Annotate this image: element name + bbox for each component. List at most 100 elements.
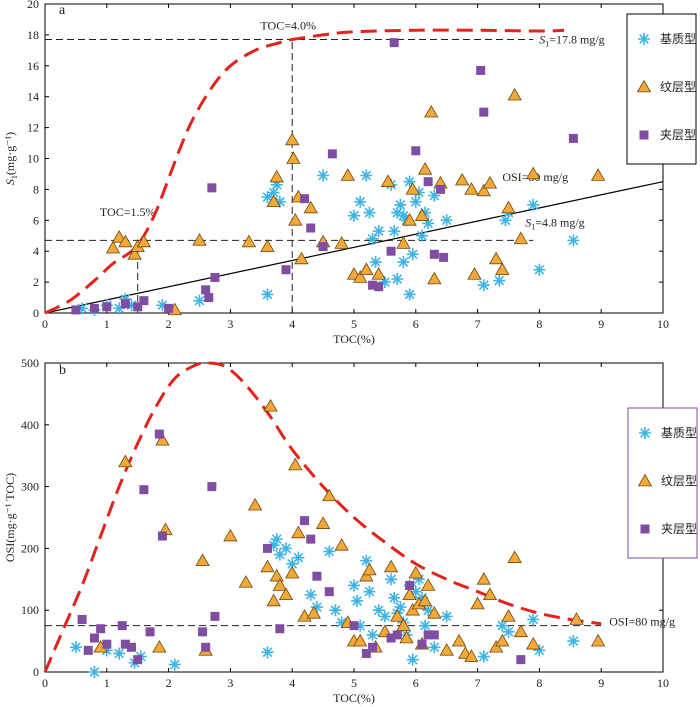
data-point-asterisk xyxy=(317,169,330,182)
data-point-asterisk xyxy=(391,273,404,286)
data-point-square xyxy=(368,642,378,652)
data-point-triangle xyxy=(136,234,152,248)
data-point-square xyxy=(429,249,439,259)
data-point-asterisk xyxy=(366,232,379,245)
data-point-square xyxy=(374,282,384,292)
data-point-asterisk xyxy=(270,178,283,191)
data-point-asterisk xyxy=(261,646,274,659)
data-point-asterisk xyxy=(329,604,342,617)
data-point-triangle xyxy=(526,636,541,650)
data-point-asterisk xyxy=(391,206,404,219)
data-point-asterisk xyxy=(496,619,509,632)
data-point-triangle xyxy=(488,251,504,265)
data-point-asterisk xyxy=(270,533,283,546)
data-point-square xyxy=(423,630,433,640)
x-tick-label: 2 xyxy=(166,317,172,331)
data-point-triangle xyxy=(260,559,275,573)
data-point-triangle xyxy=(405,182,420,195)
data-point-triangle xyxy=(238,575,254,588)
data-point-triangle xyxy=(396,618,411,631)
data-point-asterisk xyxy=(372,604,385,617)
y-tick-label: 4 xyxy=(33,244,39,258)
data-point-square xyxy=(133,655,143,665)
data-point-square xyxy=(120,299,130,309)
data-point-triangle xyxy=(495,262,510,276)
data-point-triangle xyxy=(507,550,522,563)
data-point-square xyxy=(405,580,415,590)
data-point-asterisk xyxy=(527,613,540,626)
envelope-curve xyxy=(43,361,602,673)
x-tick-label: 0 xyxy=(42,317,48,331)
x-tick-label: 7 xyxy=(475,676,481,690)
data-point-square xyxy=(386,246,396,256)
reference-line-label: OSI=80 mg/g xyxy=(609,615,675,629)
data-point-asterisk xyxy=(567,234,580,247)
data-point-square xyxy=(139,485,149,495)
panel-label: b xyxy=(59,363,66,378)
data-point-asterisk xyxy=(280,542,293,555)
data-point-triangle xyxy=(408,565,423,579)
data-point-square xyxy=(368,280,378,290)
data-point-asterisk xyxy=(261,191,274,204)
data-point-asterisk xyxy=(354,195,367,208)
data-point-triangle xyxy=(152,639,167,653)
y-tick-label: 300 xyxy=(21,480,39,494)
data-point-asterisk xyxy=(385,573,398,586)
legend-marker-square xyxy=(640,524,650,534)
data-point-asterisk xyxy=(351,594,364,607)
legend-label: 夹层型 xyxy=(660,128,696,142)
data-point-triangle xyxy=(334,538,349,551)
data-point-triangle xyxy=(501,609,516,622)
data-point-square xyxy=(83,645,93,655)
data-point-triangle xyxy=(118,454,133,468)
x-tick-label: 9 xyxy=(598,317,604,331)
data-point-asterisk xyxy=(419,206,432,219)
data-point-triangle xyxy=(513,624,529,638)
data-point-asterisk xyxy=(348,579,360,592)
data-point-triangle xyxy=(590,168,606,181)
data-point-asterisk xyxy=(273,548,286,561)
y-tick-label: 500 xyxy=(21,356,39,370)
y-tick-label: 200 xyxy=(21,541,39,555)
data-point-asterisk xyxy=(502,625,515,638)
data-point-square xyxy=(318,242,328,252)
data-point-asterisk xyxy=(415,229,428,242)
data-point-asterisk xyxy=(369,256,382,269)
data-point-triangle xyxy=(396,236,411,249)
y-tick-label: 6 xyxy=(33,213,39,227)
data-point-square xyxy=(207,183,217,193)
y-tick-label: 0 xyxy=(33,306,39,320)
data-point-triangle xyxy=(291,525,306,539)
data-point-triangle xyxy=(501,200,516,214)
data-point-asterisk xyxy=(493,274,506,287)
data-point-asterisk xyxy=(378,610,391,623)
data-point-triangle xyxy=(526,166,541,180)
data-point-asterisk xyxy=(403,175,416,188)
y-tick-label: 12 xyxy=(27,121,39,135)
data-point-triangle xyxy=(288,457,303,471)
data-point-triangle xyxy=(513,231,529,245)
data-point-triangle xyxy=(427,271,442,285)
data-point-square xyxy=(306,534,316,544)
data-point-asterisk xyxy=(113,647,126,660)
data-point-square xyxy=(300,194,310,204)
data-point-asterisk xyxy=(360,554,373,567)
legend-label: 纹层型 xyxy=(661,474,697,488)
data-point-square xyxy=(127,642,137,652)
data-point-triangle xyxy=(241,234,257,248)
legend-label: 基质型 xyxy=(661,426,697,440)
data-point-square xyxy=(164,303,174,313)
data-point-asterisk xyxy=(412,186,425,199)
series-square xyxy=(71,38,578,315)
legend-label: 夹层型 xyxy=(661,522,697,536)
data-point-triangle xyxy=(334,236,349,249)
data-point-triangle xyxy=(285,132,300,146)
data-point-asterisk xyxy=(323,545,336,558)
data-point-asterisk xyxy=(378,276,391,289)
data-point-triangle xyxy=(482,175,498,189)
x-tick-label: 10 xyxy=(657,676,669,690)
data-point-triangle xyxy=(362,562,377,576)
legend-label: 基质型 xyxy=(660,32,696,46)
data-point-triangle xyxy=(417,162,433,175)
data-point-triangle xyxy=(322,488,337,502)
